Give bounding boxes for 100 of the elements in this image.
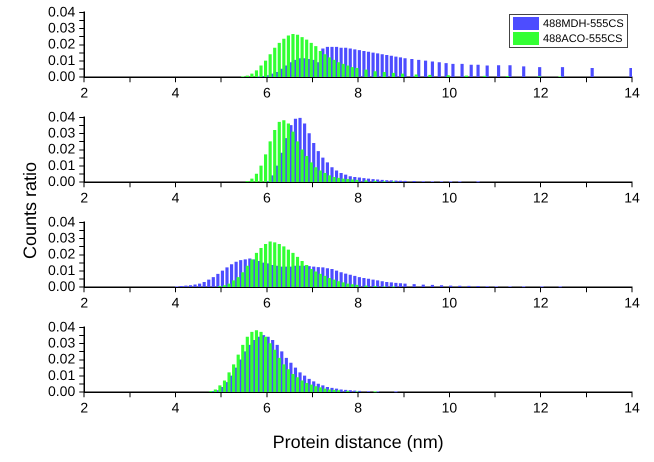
bar xyxy=(538,67,542,78)
y-tick-label: 0.01 xyxy=(48,262,76,278)
bar xyxy=(328,175,332,182)
bar xyxy=(220,270,224,288)
x-tick-label: 10 xyxy=(442,84,458,100)
bar xyxy=(296,256,300,288)
y-tick-label: 0.03 xyxy=(48,19,76,36)
x-tick-label: 10 xyxy=(442,399,458,416)
bar xyxy=(364,70,368,78)
x-tick-label: 2 xyxy=(80,399,88,416)
x-tick-label: 4 xyxy=(172,294,180,310)
y-tick-label: 0.02 xyxy=(48,36,76,52)
x-tick-label: 6 xyxy=(262,294,271,310)
y-tick-label: 0.00 xyxy=(48,278,76,294)
x-tick-label: 2 xyxy=(80,294,88,310)
bar xyxy=(470,64,473,78)
x-tick-label: 10 xyxy=(442,189,458,206)
y-tick-label: 0.03 xyxy=(48,124,76,140)
x-tick-label: 4 xyxy=(172,399,180,416)
bar xyxy=(328,389,332,392)
bar xyxy=(332,280,336,288)
x-tick-label: 14 xyxy=(624,399,640,416)
bar xyxy=(227,284,231,288)
bar xyxy=(417,60,420,78)
x-tick-label: 14 xyxy=(624,84,640,100)
x-tick-label: 6 xyxy=(262,84,271,100)
bar xyxy=(451,64,455,78)
bar xyxy=(629,68,632,78)
bar xyxy=(296,34,300,78)
bar xyxy=(366,178,370,182)
bar xyxy=(430,61,434,78)
y-tick-label: 0.04 xyxy=(48,318,76,334)
x-axis-title: Protein distance (nm) xyxy=(272,432,444,453)
bar xyxy=(371,280,375,288)
bar xyxy=(460,64,464,78)
bar xyxy=(254,330,258,392)
y-tick-label: 0.01 xyxy=(48,366,76,383)
x-tick-label: 12 xyxy=(532,399,549,416)
bar xyxy=(444,63,448,78)
x-tick-label: 4 xyxy=(172,189,180,206)
bar xyxy=(560,67,564,78)
bar xyxy=(497,65,500,78)
x-tick-label: 4 xyxy=(172,84,180,100)
x-tick-label: 14 xyxy=(624,189,640,206)
y-tick-label: 0.00 xyxy=(48,173,76,190)
bar xyxy=(328,57,332,78)
bar xyxy=(291,252,295,288)
bar xyxy=(403,284,407,288)
bar xyxy=(296,377,300,392)
y-tick-label: 0.04 xyxy=(48,108,76,124)
bar xyxy=(414,74,418,78)
legend-label: 488ACO-555CS xyxy=(543,32,622,45)
bar xyxy=(400,74,404,78)
y-axis-title: Counts ratio xyxy=(20,161,41,259)
y-tick-label: 0.00 xyxy=(48,383,76,400)
x-tick-label: 12 xyxy=(532,189,549,206)
x-tick-label: 10 xyxy=(442,294,458,310)
bar xyxy=(522,66,526,78)
y-tick-label: 0.03 xyxy=(48,334,76,350)
y-tick-label: 0.04 xyxy=(48,3,76,20)
bar xyxy=(438,62,441,78)
bar xyxy=(291,34,295,78)
bar xyxy=(332,177,336,182)
bar xyxy=(424,60,428,78)
x-tick-label: 12 xyxy=(532,84,549,100)
bar xyxy=(332,60,336,78)
bar xyxy=(259,248,263,288)
bar xyxy=(476,64,480,78)
x-tick-label: 14 xyxy=(624,294,640,310)
bar xyxy=(259,332,263,392)
x-tick-label: 8 xyxy=(354,84,362,100)
y-tick-label: 0.02 xyxy=(48,350,76,367)
x-tick-label: 2 xyxy=(80,84,88,100)
y-tick-label: 0.04 xyxy=(48,213,76,230)
x-tick-label: 8 xyxy=(354,294,362,310)
bar xyxy=(508,65,512,78)
legend-label: 488MDH-555CS xyxy=(543,18,624,30)
bar xyxy=(382,72,386,78)
y-tick-label: 0.02 xyxy=(48,140,76,157)
bar xyxy=(403,58,407,78)
x-tick-label: 8 xyxy=(354,399,362,416)
bar xyxy=(374,71,377,78)
x-tick-label: 6 xyxy=(262,189,271,206)
x-tick-label: 12 xyxy=(532,294,549,310)
y-tick-label: 0.01 xyxy=(48,52,76,68)
bar xyxy=(422,284,425,288)
x-tick-label: 8 xyxy=(354,189,362,206)
x-tick-label: 2 xyxy=(80,189,88,206)
bar xyxy=(410,59,414,78)
y-tick-label: 0.02 xyxy=(48,246,76,262)
x-tick-label: 6 xyxy=(262,399,271,416)
bar xyxy=(392,72,395,78)
bar xyxy=(328,278,332,288)
y-tick-label: 0.01 xyxy=(48,156,76,173)
bar xyxy=(193,284,197,288)
bar xyxy=(590,68,594,78)
y-tick-label: 0.03 xyxy=(48,229,76,246)
bar xyxy=(486,66,489,78)
y-tick-label: 0.00 xyxy=(48,68,76,84)
bar xyxy=(412,284,416,288)
